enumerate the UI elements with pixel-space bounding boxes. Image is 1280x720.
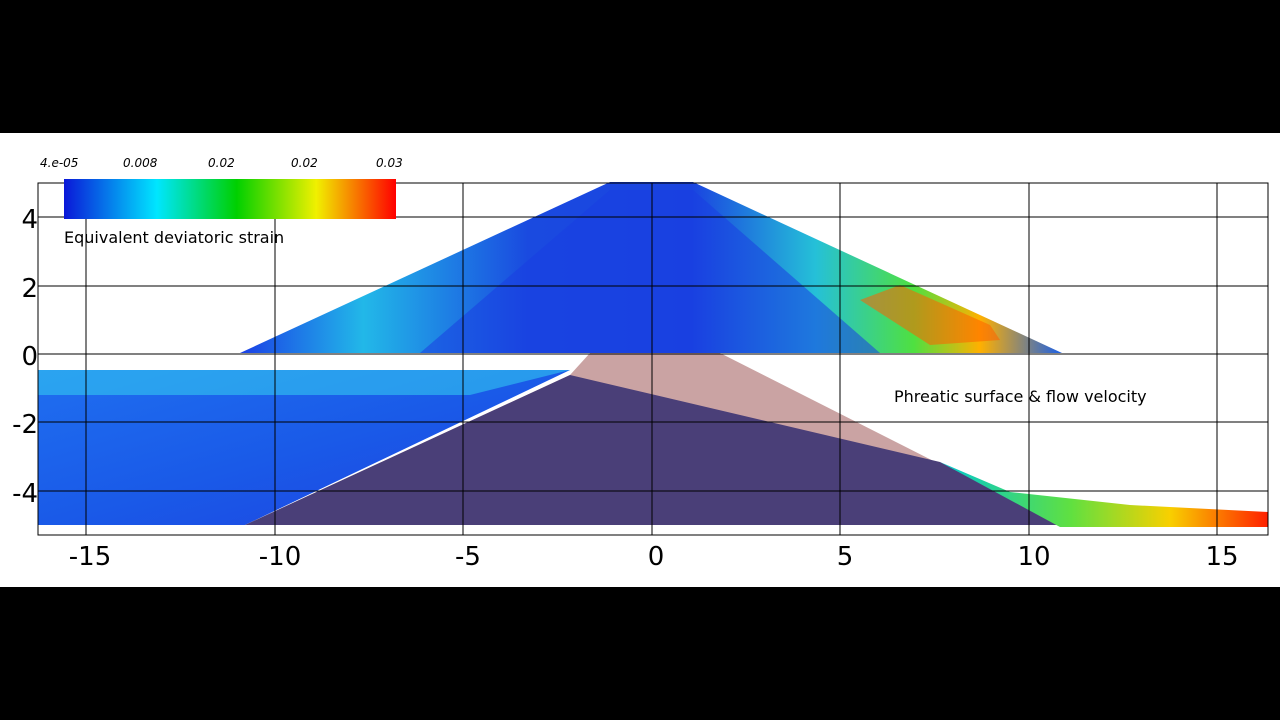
y-tick-2: 2 [21, 274, 38, 304]
colorbar-tick-1: 0.008 [123, 156, 158, 170]
colorbar-tick-3: 0.02 [291, 156, 318, 170]
dam-core-zone [420, 190, 880, 353]
colorbar-tick-0: 4.e-05 [40, 156, 78, 170]
x-axis-ticks: -15 -10 -5 0 5 10 15 [69, 542, 1239, 572]
x-tick-neg10: -10 [259, 542, 301, 572]
x-tick-neg15: -15 [69, 542, 111, 572]
x-tick-15: 15 [1205, 542, 1238, 572]
y-tick-4: 4 [21, 205, 38, 235]
phreatic-label: Phreatic surface & flow velocity [894, 387, 1147, 406]
upstream-surface-band [38, 370, 570, 395]
upstream-foundation [38, 370, 570, 525]
x-tick-0: 0 [648, 542, 665, 572]
grid [38, 183, 1268, 535]
x-tick-10: 10 [1017, 542, 1050, 572]
plot-frame [37, 182, 1269, 536]
colorbar-tick-4: 0.03 [376, 156, 403, 170]
colorbar-tick-2: 0.02 [208, 156, 235, 170]
colorbar-ticks: 4.e-05 0.008 0.02 0.02 0.03 [40, 156, 403, 170]
dam-high-strain-zone [860, 285, 1000, 345]
y-tick-0: 0 [21, 342, 38, 372]
letterbox-top [0, 0, 1280, 133]
colorbar [64, 179, 396, 219]
colorbar-title: Equivalent deviatoric strain [64, 228, 284, 247]
y-axis-ticks: 4 2 0 -2 -4 [12, 205, 38, 509]
downstream-toe-flow [940, 462, 1268, 527]
x-tick-5: 5 [837, 542, 854, 572]
y-tick-neg2: -2 [12, 410, 38, 440]
y-tick-neg4: -4 [12, 479, 38, 509]
letterbox-bottom [0, 587, 1280, 720]
x-tick-neg5: -5 [455, 542, 481, 572]
